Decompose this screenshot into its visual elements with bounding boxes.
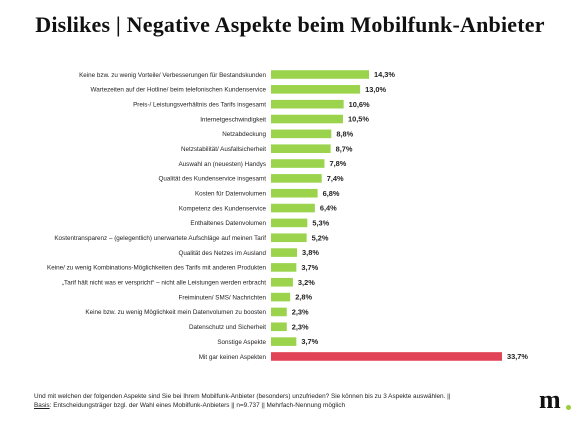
value-label: 8,8% bbox=[336, 129, 353, 138]
bar bbox=[271, 337, 297, 346]
bar bbox=[271, 129, 332, 139]
bar bbox=[271, 292, 291, 302]
bar bbox=[271, 322, 287, 332]
category-label: Kostentransparenz – (gelegentlich) unerw… bbox=[54, 235, 266, 242]
footer-note: Und mit welchen der folgenden Aspekte si… bbox=[34, 393, 534, 410]
value-label: 3,8% bbox=[302, 248, 319, 257]
category-label: Internetgeschwindigkeit bbox=[200, 116, 266, 123]
brand-logo-dot bbox=[566, 405, 571, 410]
bar bbox=[271, 188, 318, 198]
value-label: 6,8% bbox=[323, 189, 340, 198]
category-label: Mit gar keinen Aspekten bbox=[199, 354, 267, 361]
value-label: 13,0% bbox=[365, 85, 386, 94]
bar bbox=[271, 85, 361, 94]
category-label: Kompetenz des Kundenservice bbox=[179, 205, 267, 212]
value-label: 3,2% bbox=[298, 278, 315, 287]
category-label: Keine bzw. zu wenig Vorteile/ Verbesseru… bbox=[79, 72, 266, 79]
value-label: 8,7% bbox=[336, 144, 353, 153]
bar bbox=[271, 233, 307, 243]
category-label: Netzstabilität/ Ausfallsicherheit bbox=[181, 146, 266, 153]
category-label: „Tarif hält nicht was er verspricht“ – n… bbox=[62, 280, 266, 287]
category-label: Kosten für Datenvolumen bbox=[195, 191, 267, 198]
value-label: 7,8% bbox=[329, 159, 346, 168]
value-label: 5,2% bbox=[312, 233, 329, 242]
category-label: Qualität des Netzes im Ausland bbox=[178, 250, 266, 257]
footer-question: Und mit welchen der folgenden Aspekte si… bbox=[34, 393, 451, 400]
bar bbox=[271, 99, 344, 109]
footer-basis-text: : Entscheidungsträger bzgl. der Wahl ein… bbox=[49, 401, 346, 409]
category-label: Keine/ zu wenig Kombinations-Möglichkeit… bbox=[47, 265, 266, 272]
category-label: Qualität des Kundenservice insgesamt bbox=[159, 176, 267, 183]
value-label: 5,3% bbox=[312, 219, 329, 228]
category-label: Freiminuten/ SMS/ Nachrichten bbox=[179, 294, 267, 301]
value-label: 7,4% bbox=[327, 174, 344, 183]
category-label: Netzabdeckung bbox=[222, 131, 266, 138]
bar bbox=[271, 277, 293, 287]
bar bbox=[271, 70, 370, 79]
bar bbox=[271, 144, 331, 153]
value-label: 6,4% bbox=[320, 204, 337, 213]
bar bbox=[271, 307, 287, 317]
bar bbox=[271, 203, 315, 213]
category-label: Datenschutz und Sicherheit bbox=[189, 324, 266, 331]
chart-title: Dislikes | Negative Aspekte beim Mobilfu… bbox=[35, 12, 545, 37]
value-label: 3,7% bbox=[301, 337, 318, 346]
bar bbox=[271, 174, 322, 183]
bar bbox=[271, 114, 343, 124]
value-label: 2,8% bbox=[295, 293, 312, 302]
brand-logo: m bbox=[539, 385, 561, 414]
category-label: Enthaltenes Datenvolumen bbox=[190, 220, 266, 227]
category-label: Preis-/ Leistungsverhältnis des Tarifs i… bbox=[133, 101, 266, 108]
category-label: Auswahl an (neuesten) Handys bbox=[178, 161, 266, 168]
value-label: 14,3% bbox=[374, 70, 395, 79]
category-label: Wartezeiten auf der Hotline/ beim telefo… bbox=[91, 87, 267, 94]
bar bbox=[271, 263, 297, 272]
bar bbox=[271, 248, 298, 257]
value-label: 10,5% bbox=[348, 115, 369, 124]
footer-basis-label: Basis bbox=[34, 401, 50, 409]
bar bbox=[271, 159, 325, 168]
value-label: 10,6% bbox=[349, 100, 370, 109]
bar bbox=[271, 218, 308, 228]
category-label: Keine bzw. zu wenig Möglichkeit mein Dat… bbox=[85, 309, 266, 316]
category-label: Sonstige Aspekte bbox=[217, 339, 266, 346]
value-label: 33,7% bbox=[507, 352, 528, 361]
value-label: 2,3% bbox=[292, 308, 309, 317]
bar bbox=[271, 352, 502, 361]
value-label: 2,3% bbox=[292, 322, 309, 331]
value-label: 3,7% bbox=[301, 263, 318, 272]
